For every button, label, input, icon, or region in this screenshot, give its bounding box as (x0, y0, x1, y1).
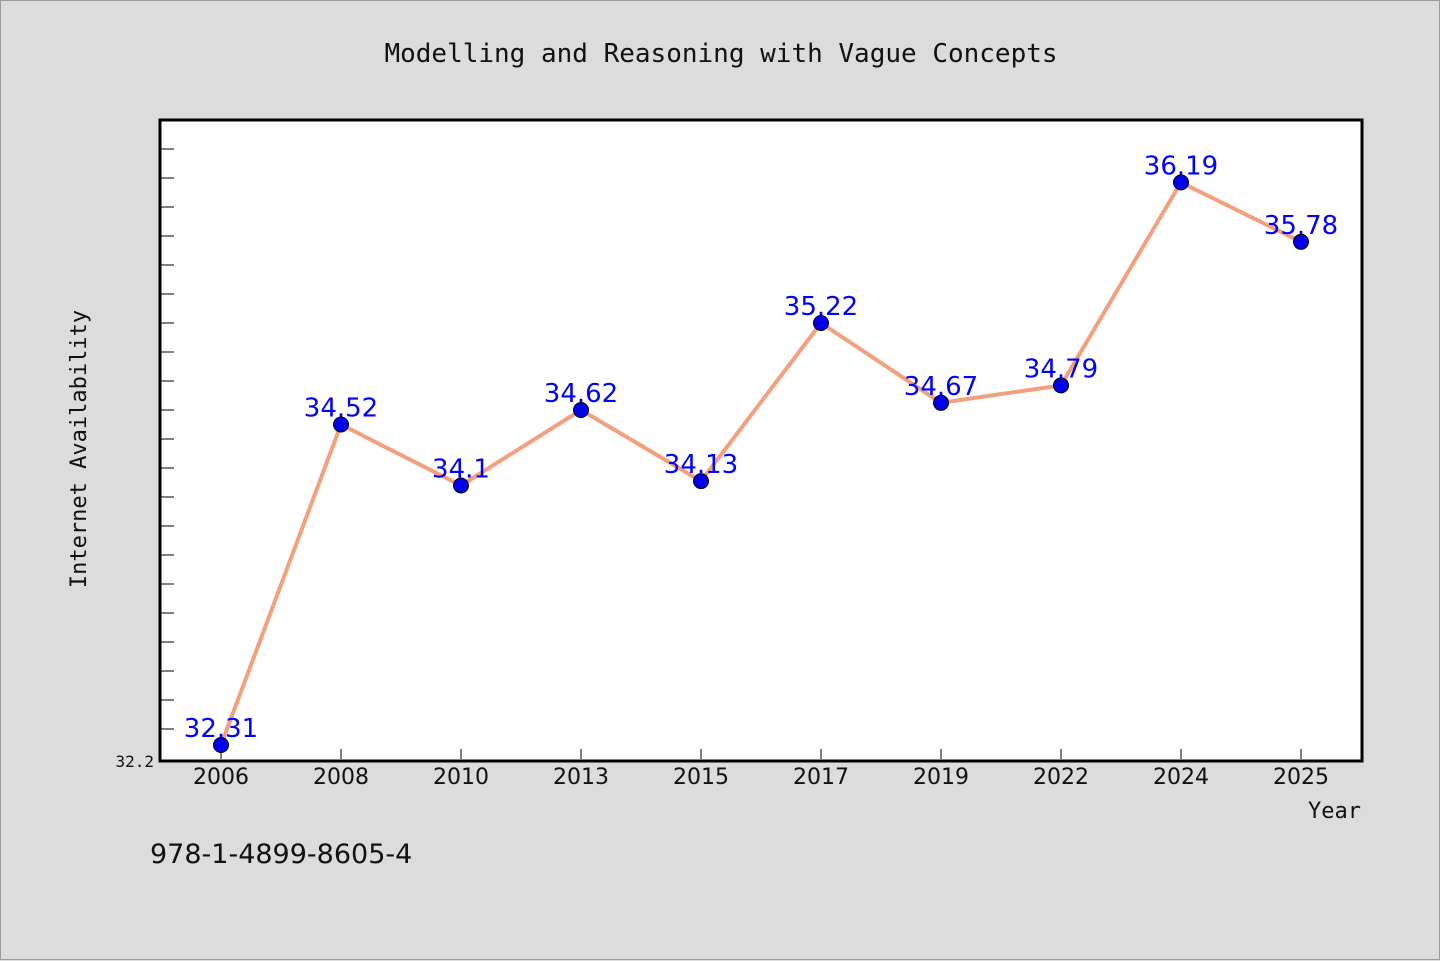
x-tick-label: 2024 (1153, 765, 1209, 790)
x-tick-label: 2019 (913, 765, 969, 790)
data-label: 35.78 (1264, 211, 1338, 241)
data-point (1293, 233, 1309, 250)
y-axis-ticks (160, 119, 174, 730)
x-tick-label: 2022 (1033, 765, 1089, 790)
series-line (219, 180, 1302, 746)
x-tick-label: 2010 (433, 765, 489, 790)
data-point (1053, 377, 1069, 394)
data-point (813, 315, 829, 331)
x-tick-label: 2013 (553, 765, 609, 790)
x-axis-label: Year (1308, 799, 1361, 824)
data-labels-layer: 32.31 34.52 34.1 34.62 34.13 35.22 34.67 34.79 3… (184, 151, 1338, 744)
data-label: 32.31 (184, 714, 258, 744)
x-tick-label: 2025 (1273, 765, 1329, 790)
x-tick-label: 2008 (313, 765, 369, 790)
data-label: 34.62 (544, 379, 618, 409)
data-point (693, 473, 709, 490)
footer-note: 978-1-4899-8605-4 (150, 839, 412, 870)
data-label: 34.79 (1024, 354, 1098, 384)
y-axis-min-label: 32.2 (115, 752, 154, 771)
data-point (573, 402, 589, 418)
x-tick-label: 2017 (793, 765, 849, 790)
data-point (1173, 174, 1189, 191)
x-tick-label: 2006 (193, 765, 249, 790)
data-point (933, 394, 949, 411)
data-label: 34.52 (304, 394, 378, 424)
data-label: 36.19 (1144, 151, 1218, 181)
data-label: 34.1 (432, 455, 490, 485)
y-axis-label: Internet Availability (67, 310, 92, 588)
data-label: 34.67 (904, 372, 978, 402)
chart-title: Modelling and Reasoning with Vague Conce… (384, 39, 1057, 69)
data-label: 34.13 (664, 450, 738, 480)
x-tick-label: 2015 (673, 765, 729, 790)
data-point (453, 477, 469, 494)
data-point (333, 416, 349, 433)
data-point (213, 737, 229, 753)
plot-area (158, 118, 1364, 763)
series-layer (213, 174, 1309, 753)
data-label: 35.22 (784, 292, 858, 322)
